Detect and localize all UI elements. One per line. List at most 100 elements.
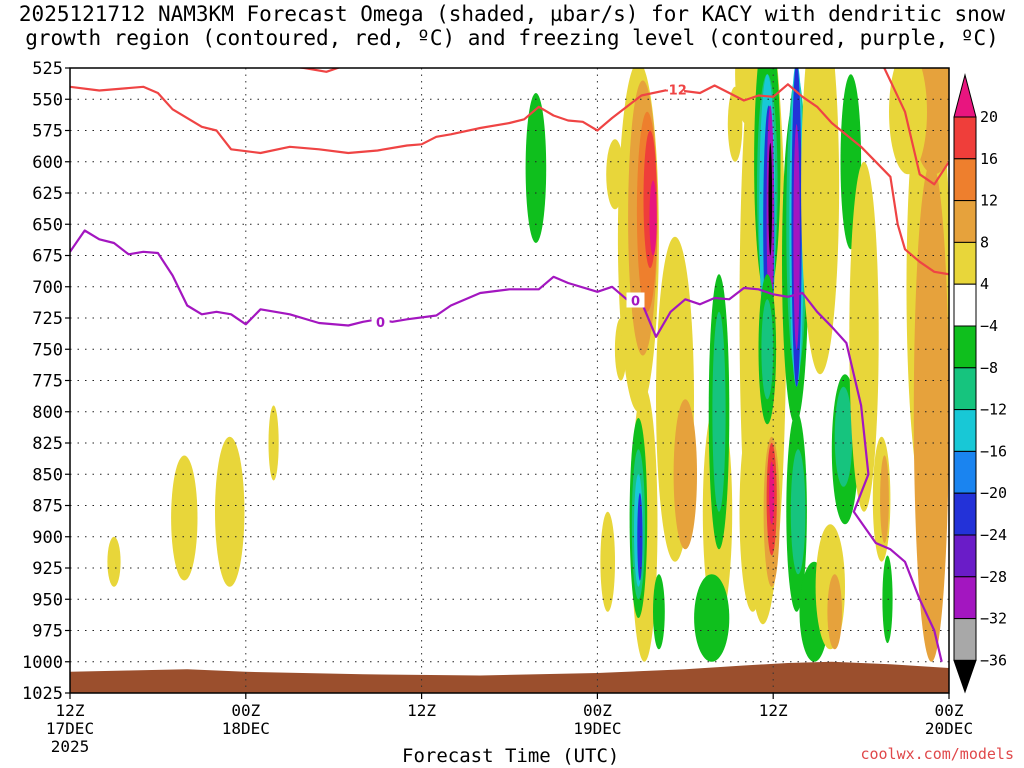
colorbar-label: 20 — [980, 108, 998, 126]
x-tick-label: 00Z — [231, 701, 260, 720]
colorbar-label: 16 — [980, 150, 998, 168]
x-tick-label: 12Z — [759, 701, 788, 720]
omega-shaded-region — [793, 124, 800, 350]
colorbar-bin — [953, 241, 977, 285]
x-tick-label: 00Z — [583, 701, 612, 720]
x-tick-label: 2025 — [51, 737, 90, 756]
y-tick-label: 800 — [32, 403, 63, 423]
y-tick-label: 850 — [32, 465, 63, 485]
y-tick-label: 575 — [32, 122, 63, 142]
x-tick-label: 19DEC — [573, 719, 621, 738]
omega-shaded-region — [107, 536, 121, 587]
terrain-ground — [70, 661, 949, 693]
omega-shaded-region — [761, 299, 774, 400]
contour-dgz_minus12 — [70, 83, 949, 276]
omega-shaded-region — [827, 574, 842, 650]
colorbar-label: −24 — [980, 526, 1007, 544]
colorbar-bin — [953, 659, 977, 694]
omega-shaded-region — [801, 68, 840, 375]
y-axis: 525 550 575 600 625 650 675 700 725 750 775 800 825 8… — [22, 59, 70, 704]
omega-shaded-region — [739, 411, 766, 612]
omega-shaded-region — [525, 93, 547, 243]
colorbar-bin — [953, 367, 977, 411]
y-tick-label: 925 — [32, 559, 63, 579]
colorbar-bin — [953, 618, 977, 661]
y-tick-label: 875 — [32, 497, 63, 517]
omega-colorbar: 20 16 12 8 4 −4 −8 −12 −16 −20 −24 −28 −32 −36 — [953, 73, 1007, 694]
chart-title-line-1: 2025121712 NAM3KM Forecast Omega (shaded… — [18, 2, 1006, 26]
colorbar-label: −28 — [980, 568, 1007, 586]
omega-shaded-region — [653, 574, 665, 650]
colorbar-bin — [953, 450, 977, 494]
colorbar-bin — [953, 200, 977, 243]
colorbar-label: 4 — [980, 275, 989, 293]
y-tick-label: 700 — [32, 278, 63, 298]
omega-shaded-region — [649, 180, 657, 256]
contour-label-freezing_level: 0 — [631, 295, 640, 310]
chart-title-line-2: growth region (contoured, red, ºC) and f… — [25, 26, 999, 50]
colorbar-bin — [953, 158, 977, 202]
contour-label-dgz_minus12: -12 — [663, 83, 687, 98]
omega-shaded-region — [769, 461, 775, 525]
omega-shaded-region — [727, 86, 743, 162]
y-tick-label: 650 — [32, 215, 63, 235]
site-credit[interactable]: coolwx.com/models — [860, 745, 1014, 763]
colorbar-bin — [953, 492, 977, 536]
y-tick-label: 775 — [32, 372, 63, 392]
contour-freezing_level — [70, 229, 943, 663]
y-tick-label: 675 — [32, 247, 63, 267]
contour-label-bg — [626, 292, 645, 308]
omega-shaded-region — [913, 161, 949, 662]
colorbar-label: −12 — [980, 401, 1007, 419]
y-tick-label: 600 — [32, 153, 63, 173]
omega-shaded-region — [171, 455, 198, 581]
colorbar-bin — [953, 576, 977, 620]
colorbar-bin — [953, 73, 977, 118]
y-tick-label: 825 — [32, 434, 63, 454]
y-tick-label: 1025 — [22, 684, 63, 704]
y-tick-label: 950 — [32, 590, 63, 610]
omega-shaded-region — [834, 386, 853, 487]
y-tick-label: 725 — [32, 309, 63, 329]
y-tick-label: 1000 — [22, 653, 63, 673]
colorbar-label: −36 — [980, 651, 1007, 669]
y-tick-label: 900 — [32, 528, 63, 548]
omega-shaded-region — [768, 143, 773, 256]
colorbar-label: −4 — [980, 317, 998, 335]
omega-shaded-region — [215, 436, 245, 587]
x-tick-label: 20DEC — [925, 719, 973, 738]
x-tick-label: 12Z — [56, 701, 85, 720]
colorbar-label: −8 — [980, 359, 998, 377]
omega-shaded-region — [712, 311, 726, 512]
colorbar-bin — [953, 116, 977, 160]
terrain-layer — [70, 661, 949, 693]
colorbar-label: −16 — [980, 442, 1007, 460]
y-tick-label: 550 — [32, 90, 63, 110]
y-tick-label: 975 — [32, 622, 63, 642]
y-tick-label: 750 — [32, 340, 63, 360]
x-axis-label: Forecast Time (UTC) — [402, 745, 620, 767]
colorbar-label: −32 — [980, 610, 1007, 628]
colorbar-bin — [953, 534, 977, 578]
x-tick-label: 00Z — [935, 701, 964, 720]
y-tick-label: 525 — [32, 59, 63, 79]
colorbar-bin — [953, 283, 977, 327]
contour-dgz_right — [883, 68, 949, 186]
omega-shaded-region — [694, 574, 730, 662]
contour-label-bg — [666, 81, 685, 97]
contour-label-freezing_level: 0 — [376, 316, 385, 331]
colorbar-label: −20 — [980, 484, 1007, 502]
omega-shaded-region — [849, 161, 879, 512]
x-tick-label: 12Z — [407, 701, 436, 720]
omega-shaded-region — [790, 449, 806, 575]
omega-shaded-region — [880, 455, 889, 543]
y-tick-label: 625 — [32, 184, 63, 204]
omega-shaded-region — [600, 511, 615, 612]
colorbar-bin — [953, 325, 977, 369]
omega-shaded-region — [637, 493, 643, 581]
contour-label-bg — [371, 313, 390, 329]
x-tick-label: 18DEC — [222, 719, 270, 738]
colorbar-label: 12 — [980, 192, 998, 210]
